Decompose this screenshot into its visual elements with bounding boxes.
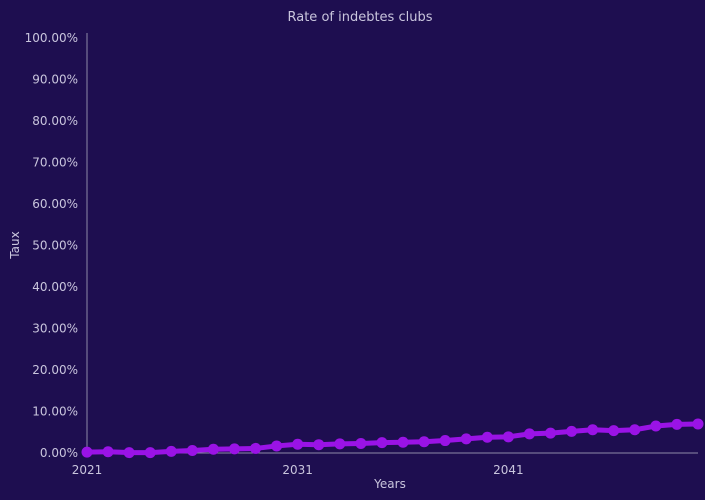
y-tick-label: 90.00% <box>32 73 78 87</box>
data-point <box>439 435 451 447</box>
y-tick-label: 10.00% <box>32 405 78 419</box>
chart-title: Rate of indebtes clubs <box>288 10 433 25</box>
data-point <box>502 431 514 443</box>
data-point <box>123 447 135 459</box>
data-point <box>418 436 430 448</box>
data-point <box>587 424 599 436</box>
data-point <box>397 436 409 448</box>
data-point <box>566 425 578 437</box>
x-tick-label: 2021 <box>72 463 103 477</box>
data-point <box>629 424 641 436</box>
data-point <box>165 445 177 457</box>
data-point <box>313 439 325 451</box>
data-point <box>228 443 240 455</box>
data-point <box>376 437 388 449</box>
x-tick-label: 2041 <box>493 463 524 477</box>
series-layer <box>81 418 704 459</box>
data-point <box>144 447 156 459</box>
data-point <box>608 425 620 437</box>
y-tick-label: 70.00% <box>32 156 78 170</box>
y-tick-label: 50.00% <box>32 239 78 253</box>
data-point <box>186 445 198 457</box>
data-point <box>545 427 557 439</box>
data-point <box>292 438 304 450</box>
x-tick-label: 2031 <box>282 463 313 477</box>
y-tick-label: 40.00% <box>32 280 78 294</box>
x-axis-label: Years <box>373 477 406 491</box>
series-line <box>84 421 701 456</box>
data-point <box>355 437 367 449</box>
axes: 0.00% 10.00% 20.00% 30.00% 40.00% 50.00% 60.00… <box>25 31 698 477</box>
data-point <box>460 433 472 445</box>
y-tick-label: 30.00% <box>32 322 78 336</box>
y-tick-label: 80.00% <box>32 114 78 128</box>
data-point <box>650 420 662 432</box>
data-point <box>334 438 346 450</box>
data-point <box>271 440 283 452</box>
y-tick-label: 20.00% <box>32 363 78 377</box>
data-point <box>207 443 219 455</box>
data-point <box>102 446 114 458</box>
data-point <box>692 418 704 430</box>
data-point <box>523 428 535 440</box>
data-point <box>81 446 93 458</box>
y-tick-label: 100.00% <box>25 31 78 45</box>
data-point <box>671 418 683 430</box>
y-axis-label: Taux <box>8 231 22 259</box>
y-tick-label: 60.00% <box>32 197 78 211</box>
data-point <box>481 431 493 443</box>
data-point <box>250 442 262 454</box>
y-tick-label: 0.00% <box>40 446 78 460</box>
